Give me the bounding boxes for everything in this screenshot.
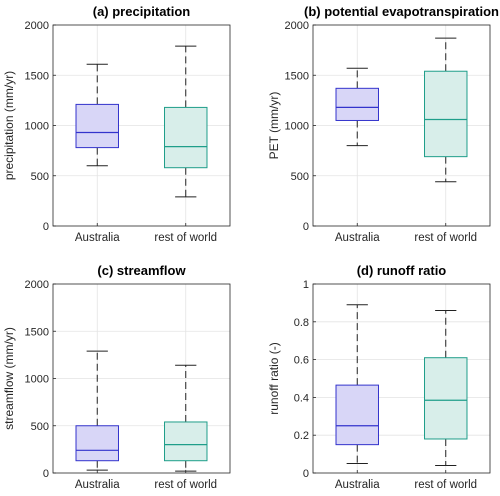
y-axis-label: precipitation (mm/yr) [2, 71, 16, 180]
chart-title: (d) runoff ratio [357, 263, 447, 278]
y-tick-label: 1500 [25, 326, 49, 338]
box-iqr [424, 70, 468, 158]
y-tick-label: 0 [43, 221, 49, 233]
box-australia [75, 350, 119, 471]
y-tick-label: 0.4 [294, 392, 309, 404]
chart-title: (a) precipitation [93, 4, 191, 19]
y-tick-label: 1500 [25, 70, 49, 82]
y-tick-label: 1 [303, 279, 309, 291]
y-tick-label: 500 [31, 171, 49, 183]
x-tick-label: Australia [75, 232, 120, 244]
x-tick-label: rest of world [414, 232, 477, 244]
box-rest-of-world [164, 45, 208, 198]
box-australia [335, 67, 379, 147]
y-axis-label: runoff ratio (-) [267, 342, 281, 414]
box-iqr [335, 87, 379, 121]
box-iqr [335, 384, 379, 446]
y-tick-label: 0 [43, 468, 49, 480]
chart-title: (b) potential evapotranspiration [304, 4, 499, 19]
y-tick-label: 500 [291, 171, 309, 183]
chart-panel-3: 0 500 1000 1500 2000 Australia rest of world (c… [2, 263, 231, 491]
box-iqr [164, 106, 208, 169]
y-tick-label: 1000 [285, 121, 309, 133]
chart-title: (c) streamflow [97, 263, 186, 278]
box-australia [75, 63, 119, 167]
y-tick-label: 0.2 [294, 430, 309, 442]
chart-panel-1: 0 500 1000 1500 2000 Australia rest of world (a… [2, 4, 231, 244]
y-tick-label: 2000 [285, 20, 309, 32]
y-tick-label: 0 [303, 221, 309, 233]
box-iqr [424, 357, 468, 440]
y-tick-label: 2000 [25, 279, 49, 291]
y-tick-label: 1500 [285, 70, 309, 82]
box-australia [335, 304, 379, 465]
chart-panel-4: 0 0.2 0.4 0.6 0.8 1 Australia rest of world (d) … [267, 263, 491, 491]
x-tick-label: rest of world [154, 232, 217, 244]
x-tick-label: rest of world [414, 479, 477, 491]
box-rest-of-world [424, 309, 468, 466]
y-axis-label: streamflow (mm/yr) [2, 327, 16, 430]
box-rest-of-world [424, 37, 468, 183]
box-iqr [75, 103, 119, 149]
y-tick-label: 500 [31, 421, 49, 433]
box-iqr [164, 421, 208, 462]
x-tick-label: Australia [75, 479, 120, 491]
y-axis-label: PET (mm/yr) [267, 92, 281, 160]
x-tick-label: rest of world [154, 479, 217, 491]
box-rest-of-world [164, 364, 208, 472]
y-tick-label: 0.6 [294, 355, 309, 367]
y-tick-label: 1000 [25, 121, 49, 133]
plot-frame [312, 283, 491, 474]
chart-panel-2: 0 500 1000 1500 2000 Australia rest of world (b… [267, 4, 499, 244]
x-tick-label: Australia [335, 232, 380, 244]
y-tick-label: 2000 [25, 20, 49, 32]
y-tick-label: 0 [303, 468, 309, 480]
y-tick-label: 1000 [25, 374, 49, 386]
box-iqr [75, 425, 119, 462]
x-tick-label: Australia [335, 479, 380, 491]
y-tick-label: 0.8 [294, 317, 309, 329]
